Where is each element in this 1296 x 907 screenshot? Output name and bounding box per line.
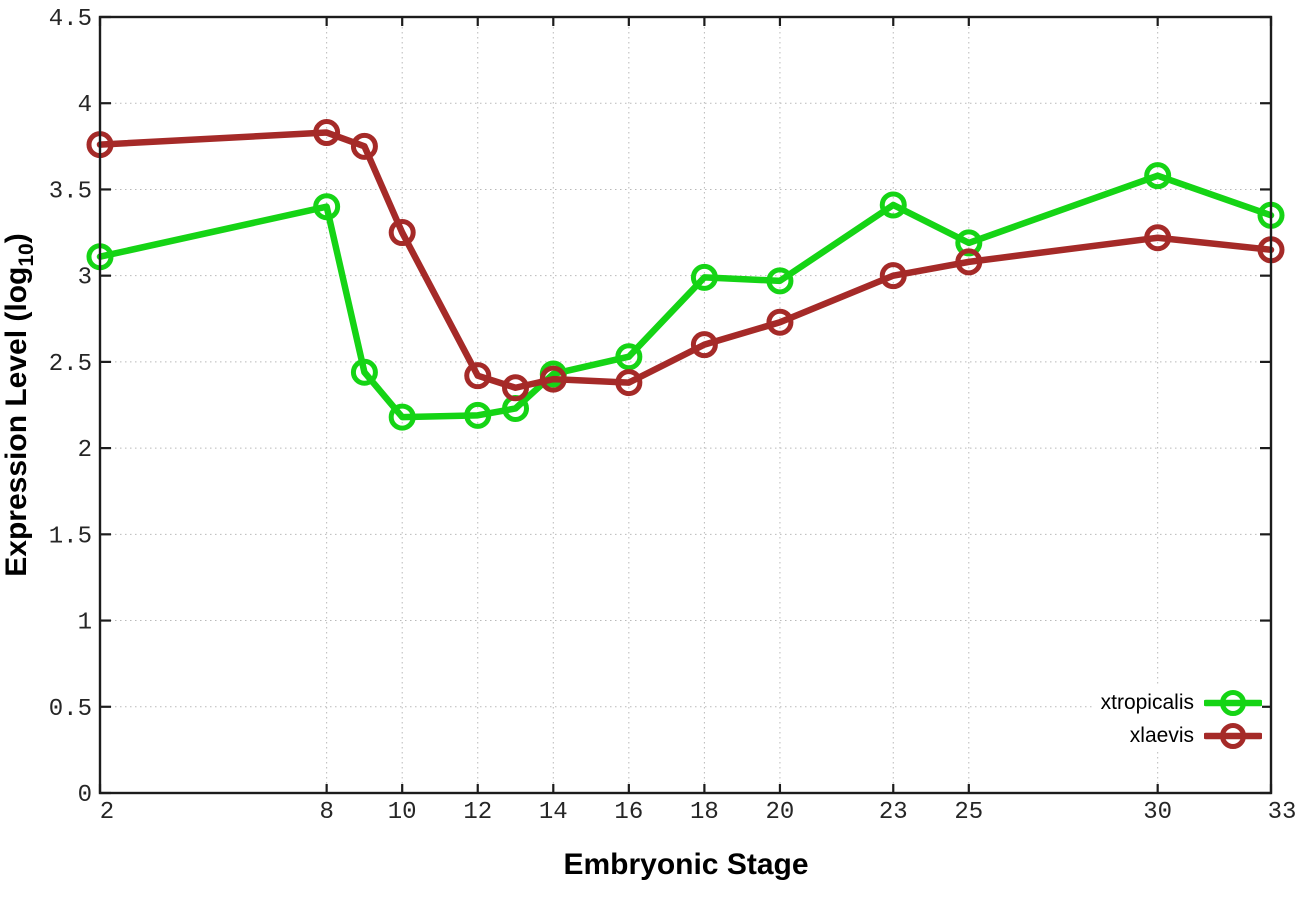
data-point-xtropicalis xyxy=(879,191,907,219)
data-point-xlaevis xyxy=(502,374,530,402)
x-tick-label: 8 xyxy=(319,799,333,826)
legend-sample-marker xyxy=(1220,722,1246,749)
legend-label: xtropicalis xyxy=(1100,690,1194,714)
x-tick-label: 12 xyxy=(463,799,492,826)
x-tick-label: 2 xyxy=(100,799,114,826)
data-point-xlaevis xyxy=(350,132,378,160)
y-tick-label: 1.5 xyxy=(49,523,92,550)
grid-lines xyxy=(100,17,1271,793)
data-point-xtropicalis xyxy=(388,403,416,431)
y-tick-label: 2 xyxy=(78,437,92,464)
y-tick-label: 3.5 xyxy=(49,178,92,205)
y-tick-label: 0 xyxy=(78,782,92,809)
data-point-xlaevis xyxy=(690,331,718,359)
x-tick-label: 30 xyxy=(1143,799,1172,826)
x-tick-label: 23 xyxy=(879,799,908,826)
x-tick-label: 16 xyxy=(614,799,643,826)
data-point-xlaevis xyxy=(955,248,983,276)
data-point-xlaevis xyxy=(879,262,907,290)
y-tick-label: 4 xyxy=(78,92,92,119)
legend-label: xlaevis xyxy=(1129,723,1194,747)
x-tick-label: 10 xyxy=(388,799,417,826)
series-line-xtropicalis xyxy=(96,172,1275,421)
data-point-xlaevis xyxy=(1144,224,1172,252)
data-point-xtropicalis xyxy=(313,193,341,221)
data-point-xlaevis xyxy=(388,219,416,247)
y-tick-label: 3 xyxy=(78,265,92,292)
tick-labels: 2 8 10 12 14 16 18 20 23 25 30 33 0 0.5 1 1.5 2 2.5 3 3.5 4 4… xyxy=(49,6,1296,826)
data-point-xlaevis xyxy=(766,308,794,336)
y-tick-label: 0.5 xyxy=(49,696,92,723)
y-tick-label: 4.5 xyxy=(49,6,92,33)
data-point-xlaevis xyxy=(539,365,567,393)
plot-border xyxy=(98,15,1273,795)
legend-entry-xlaevis: xlaevis xyxy=(1121,719,1262,752)
legend-sample-xlaevis xyxy=(1204,722,1262,749)
y-tick-label: 1 xyxy=(78,610,92,637)
x-tick-label: 14 xyxy=(539,799,568,826)
data-series xyxy=(86,119,1285,431)
legend-sample-xtropicalis xyxy=(1204,689,1262,716)
y-axis-label: Expression Level (log10) xyxy=(0,233,38,576)
data-point-xlaevis xyxy=(464,362,492,390)
series-line-xlaevis xyxy=(96,129,1275,392)
data-point-xlaevis xyxy=(615,369,643,397)
data-point-xtropicalis xyxy=(955,229,983,257)
x-tick-label: 18 xyxy=(690,799,719,826)
data-point-xtropicalis xyxy=(766,267,794,295)
legend-entry-xtropicalis: xtropicalis xyxy=(1092,686,1262,719)
data-point-xtropicalis xyxy=(615,343,643,371)
legend-sample-marker xyxy=(1220,689,1246,716)
data-point-xtropicalis xyxy=(1144,162,1172,190)
legend: xtropicalis xlaevis xyxy=(1092,686,1262,752)
data-point-xtropicalis xyxy=(350,358,378,386)
x-tick-label: 20 xyxy=(766,799,795,826)
x-tick-label: 25 xyxy=(954,799,983,826)
data-point-xlaevis xyxy=(313,119,341,147)
x-axis-label: Embryonic Stage xyxy=(563,848,808,881)
data-point-xtropicalis xyxy=(690,263,718,291)
x-tick-label: 33 xyxy=(1268,799,1296,826)
data-point-xtropicalis xyxy=(464,401,492,429)
y-tick-label: 2.5 xyxy=(49,351,92,378)
